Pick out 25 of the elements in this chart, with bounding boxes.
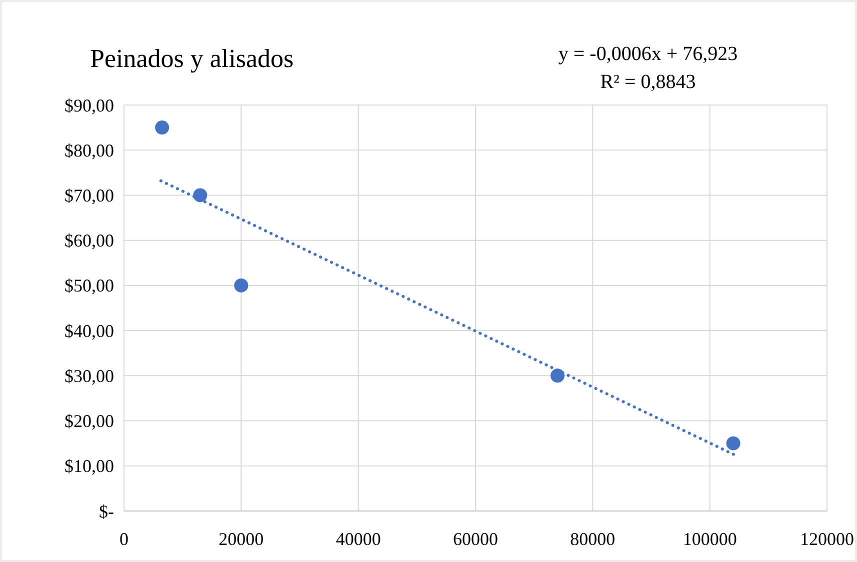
y-tick-label: $80,00	[64, 140, 114, 160]
y-tick-label: $60,00	[64, 230, 114, 251]
y-tick-label: $20,00	[64, 411, 114, 432]
x-tick-label: 100000	[682, 529, 737, 549]
point	[193, 188, 208, 202]
point	[155, 120, 170, 135]
y-tick-label: $30,00	[64, 366, 114, 386]
chart-title: Peinados y alisados	[90, 44, 294, 73]
x-tick-label: 60000	[453, 529, 498, 549]
text: y = -0,0006x + 76,923	[558, 43, 738, 65]
point	[550, 368, 565, 383]
x-tick-label: 40000	[336, 529, 381, 549]
x-tick-label: 0	[120, 529, 128, 549]
y-tick-label: $-	[99, 501, 114, 522]
x-tick-label: 80000	[570, 529, 616, 549]
y-tick-label: $40,00	[64, 320, 114, 341]
x-tick-label: 120000	[800, 529, 854, 549]
y-tick-label: $50,00	[64, 276, 114, 296]
point	[234, 278, 248, 292]
y-tick-label: $70,00	[64, 186, 114, 206]
x-tick-label: 20000	[218, 529, 264, 549]
point	[726, 436, 740, 450]
text: R² = 0,8843	[600, 71, 696, 93]
y-tick-label: $90,00	[64, 95, 114, 116]
y-tick-label: $10,00	[64, 456, 114, 476]
